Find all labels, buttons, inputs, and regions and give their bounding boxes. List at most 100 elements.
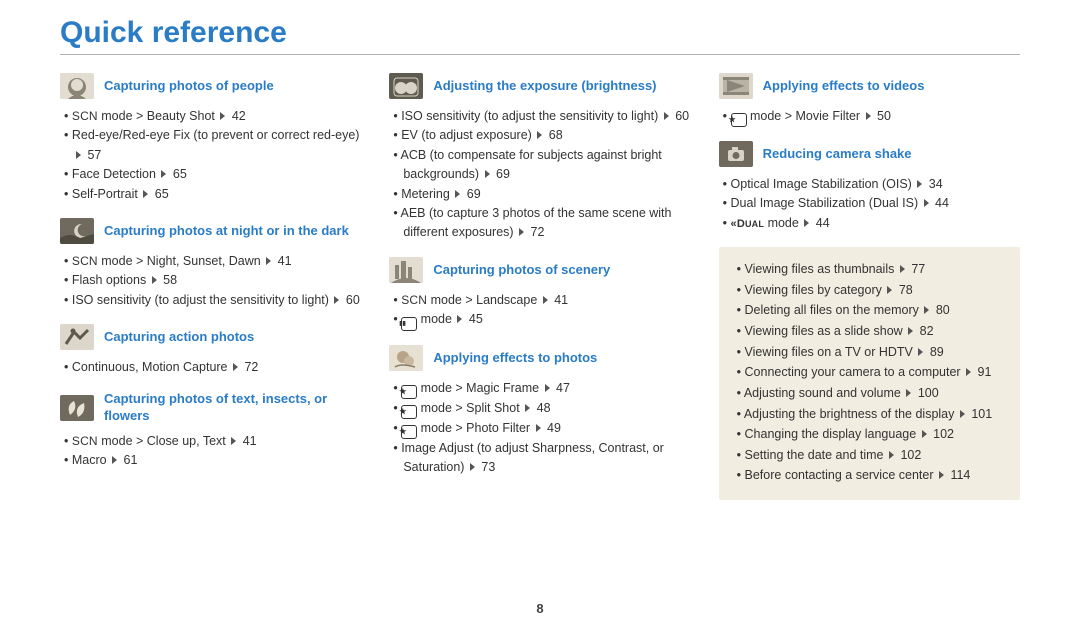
- list-item: Viewing files as a slide show 82: [737, 321, 1006, 342]
- page-ref-icon: [543, 296, 548, 304]
- list-item: EV (to adjust exposure) 68: [393, 126, 690, 145]
- page-ref-icon: [889, 451, 894, 459]
- section-thumb-icon: [719, 73, 753, 99]
- page-ref-icon: [939, 471, 944, 479]
- column: Adjusting the exposure (brightness) ISO …: [389, 73, 690, 500]
- section-title: Capturing photos of scenery: [433, 262, 610, 278]
- list-item: Viewing files on a TV or HDTV 89: [737, 342, 1006, 363]
- section-thumb-icon: [60, 73, 94, 99]
- section: Adjusting the exposure (brightness) ISO …: [389, 73, 690, 243]
- item-list: SCN mode > Beauty Shot 42Red-eye/Red-eye…: [64, 107, 361, 204]
- section-title: Capturing action photos: [104, 329, 254, 345]
- columns: Capturing photos of people SCN mode > Be…: [60, 73, 1020, 500]
- section-title: Reducing camera shake: [763, 146, 912, 162]
- section-header: Capturing action photos: [60, 324, 361, 350]
- column: Applying effects to videos ★ mode > Movi…: [719, 73, 1020, 500]
- page-ref-icon: [457, 315, 462, 323]
- section: Capturing action photos Continuous, Moti…: [60, 324, 361, 377]
- section-header: Capturing photos of scenery: [389, 257, 690, 283]
- page-ref-icon: [231, 437, 236, 445]
- page-ref-icon: [887, 286, 892, 294]
- page-ref-icon: [924, 306, 929, 314]
- list-item: ISO sensitivity (to adjust the sensitivi…: [64, 291, 361, 310]
- list-item: Self-Portrait 65: [64, 185, 361, 204]
- page-ref-icon: [924, 199, 929, 207]
- list-item: Image Adjust (to adjust Sharpness, Contr…: [393, 439, 690, 478]
- list-item: Changing the display language 102: [737, 424, 1006, 445]
- section-thumb-icon: [60, 395, 94, 421]
- page-ref-icon: [233, 363, 238, 371]
- page-ref-icon: [545, 384, 550, 392]
- page-title: Quick reference: [60, 16, 1020, 50]
- page-ref-icon: [266, 257, 271, 265]
- section-title: Adjusting the exposure (brightness): [433, 78, 656, 94]
- section-header: Applying effects to photos: [389, 345, 690, 371]
- section-thumb-icon: [719, 141, 753, 167]
- section: Capturing photos of text, insects, or fl…: [60, 391, 361, 470]
- page-ref-icon: [334, 296, 339, 304]
- page-ref-icon: [536, 424, 541, 432]
- section: Capturing photos of scenery SCN mode > L…: [389, 257, 690, 331]
- list-item: Viewing files as thumbnails 77: [737, 259, 1006, 280]
- section-thumb-icon: [60, 218, 94, 244]
- list-item: Metering 69: [393, 185, 690, 204]
- list-item: Continuous, Motion Capture 72: [64, 358, 361, 377]
- page-ref-icon: [112, 456, 117, 464]
- list-item: Optical Image Stabilization (OIS) 34: [723, 175, 1020, 194]
- page-ref-icon: [519, 228, 524, 236]
- sidebar-box: Viewing files as thumbnails 77Viewing fi…: [719, 247, 1020, 500]
- page-number: 8: [0, 601, 1080, 616]
- list-item: ACB (to compensate for subjects against …: [393, 146, 690, 185]
- item-list: ★ mode > Magic Frame 47★ mode > Split Sh…: [393, 379, 690, 478]
- section-header: Capturing photos of text, insects, or fl…: [60, 391, 361, 424]
- page-ref-icon: [966, 368, 971, 376]
- list-item: Adjusting the brightness of the display …: [737, 404, 1006, 425]
- section-title: Applying effects to videos: [763, 78, 925, 94]
- list-item: ★ mode > Movie Filter 50: [723, 107, 1020, 127]
- page-ref-icon: [143, 190, 148, 198]
- list-item: Macro 61: [64, 451, 361, 470]
- section-thumb-icon: [389, 73, 423, 99]
- page-ref-icon: [664, 112, 669, 120]
- page-ref-icon: [804, 219, 809, 227]
- list-item: Flash options 58: [64, 271, 361, 290]
- section-header: Reducing camera shake: [719, 141, 1020, 167]
- section-header: Capturing photos of people: [60, 73, 361, 99]
- list-item: Viewing files by category 78: [737, 280, 1006, 301]
- section-header: Applying effects to videos: [719, 73, 1020, 99]
- page-ref-icon: [922, 430, 927, 438]
- list-item: ★ mode > Photo Filter 49: [393, 419, 690, 439]
- list-item: AEB (to capture 3 photos of the same sce…: [393, 204, 690, 243]
- list-item: ★ mode > Magic Frame 47: [393, 379, 690, 399]
- page-ref-icon: [76, 151, 81, 159]
- section: Capturing photos at night or in the dark…: [60, 218, 361, 310]
- list-item: SCN mode > Night, Sunset, Dawn 41: [64, 252, 361, 271]
- section: Applying effects to videos ★ mode > Movi…: [719, 73, 1020, 127]
- section: Applying effects to photos ★ mode > Magi…: [389, 345, 690, 478]
- section-header: Adjusting the exposure (brightness): [389, 73, 690, 99]
- section: Capturing photos of people SCN mode > Be…: [60, 73, 361, 204]
- page-ref-icon: [161, 170, 166, 178]
- page-ref-icon: [960, 410, 965, 418]
- section-title: Capturing photos of people: [104, 78, 274, 94]
- list-item: Adjusting sound and volume 100: [737, 383, 1006, 404]
- page-ref-icon: [866, 112, 871, 120]
- page-ref-icon: [152, 276, 157, 284]
- item-list: SCN mode > Night, Sunset, Dawn 41Flash o…: [64, 252, 361, 310]
- page-ref-icon: [470, 463, 475, 471]
- section: Reducing camera shake Optical Image Stab…: [719, 141, 1020, 233]
- page-ref-icon: [906, 389, 911, 397]
- list-item: SCN mode > Beauty Shot 42: [64, 107, 361, 126]
- page-ref-icon: [455, 190, 460, 198]
- item-list: Optical Image Stabilization (OIS) 34Dual…: [723, 175, 1020, 233]
- section-header: Capturing photos at night or in the dark: [60, 218, 361, 244]
- list-item: ISO sensitivity (to adjust the sensitivi…: [393, 107, 690, 126]
- list-item: Dual Image Stabilization (Dual IS) 44: [723, 194, 1020, 213]
- item-list: ★ mode > Movie Filter 50: [723, 107, 1020, 127]
- item-list: Continuous, Motion Capture 72: [64, 358, 361, 377]
- page-ref-icon: [900, 265, 905, 273]
- page-ref-icon: [220, 112, 225, 120]
- item-list: Viewing files as thumbnails 77Viewing fi…: [737, 259, 1006, 486]
- section-thumb-icon: [389, 257, 423, 283]
- item-list: SCN mode > Landscape 41▮▮ mode 45: [393, 291, 690, 331]
